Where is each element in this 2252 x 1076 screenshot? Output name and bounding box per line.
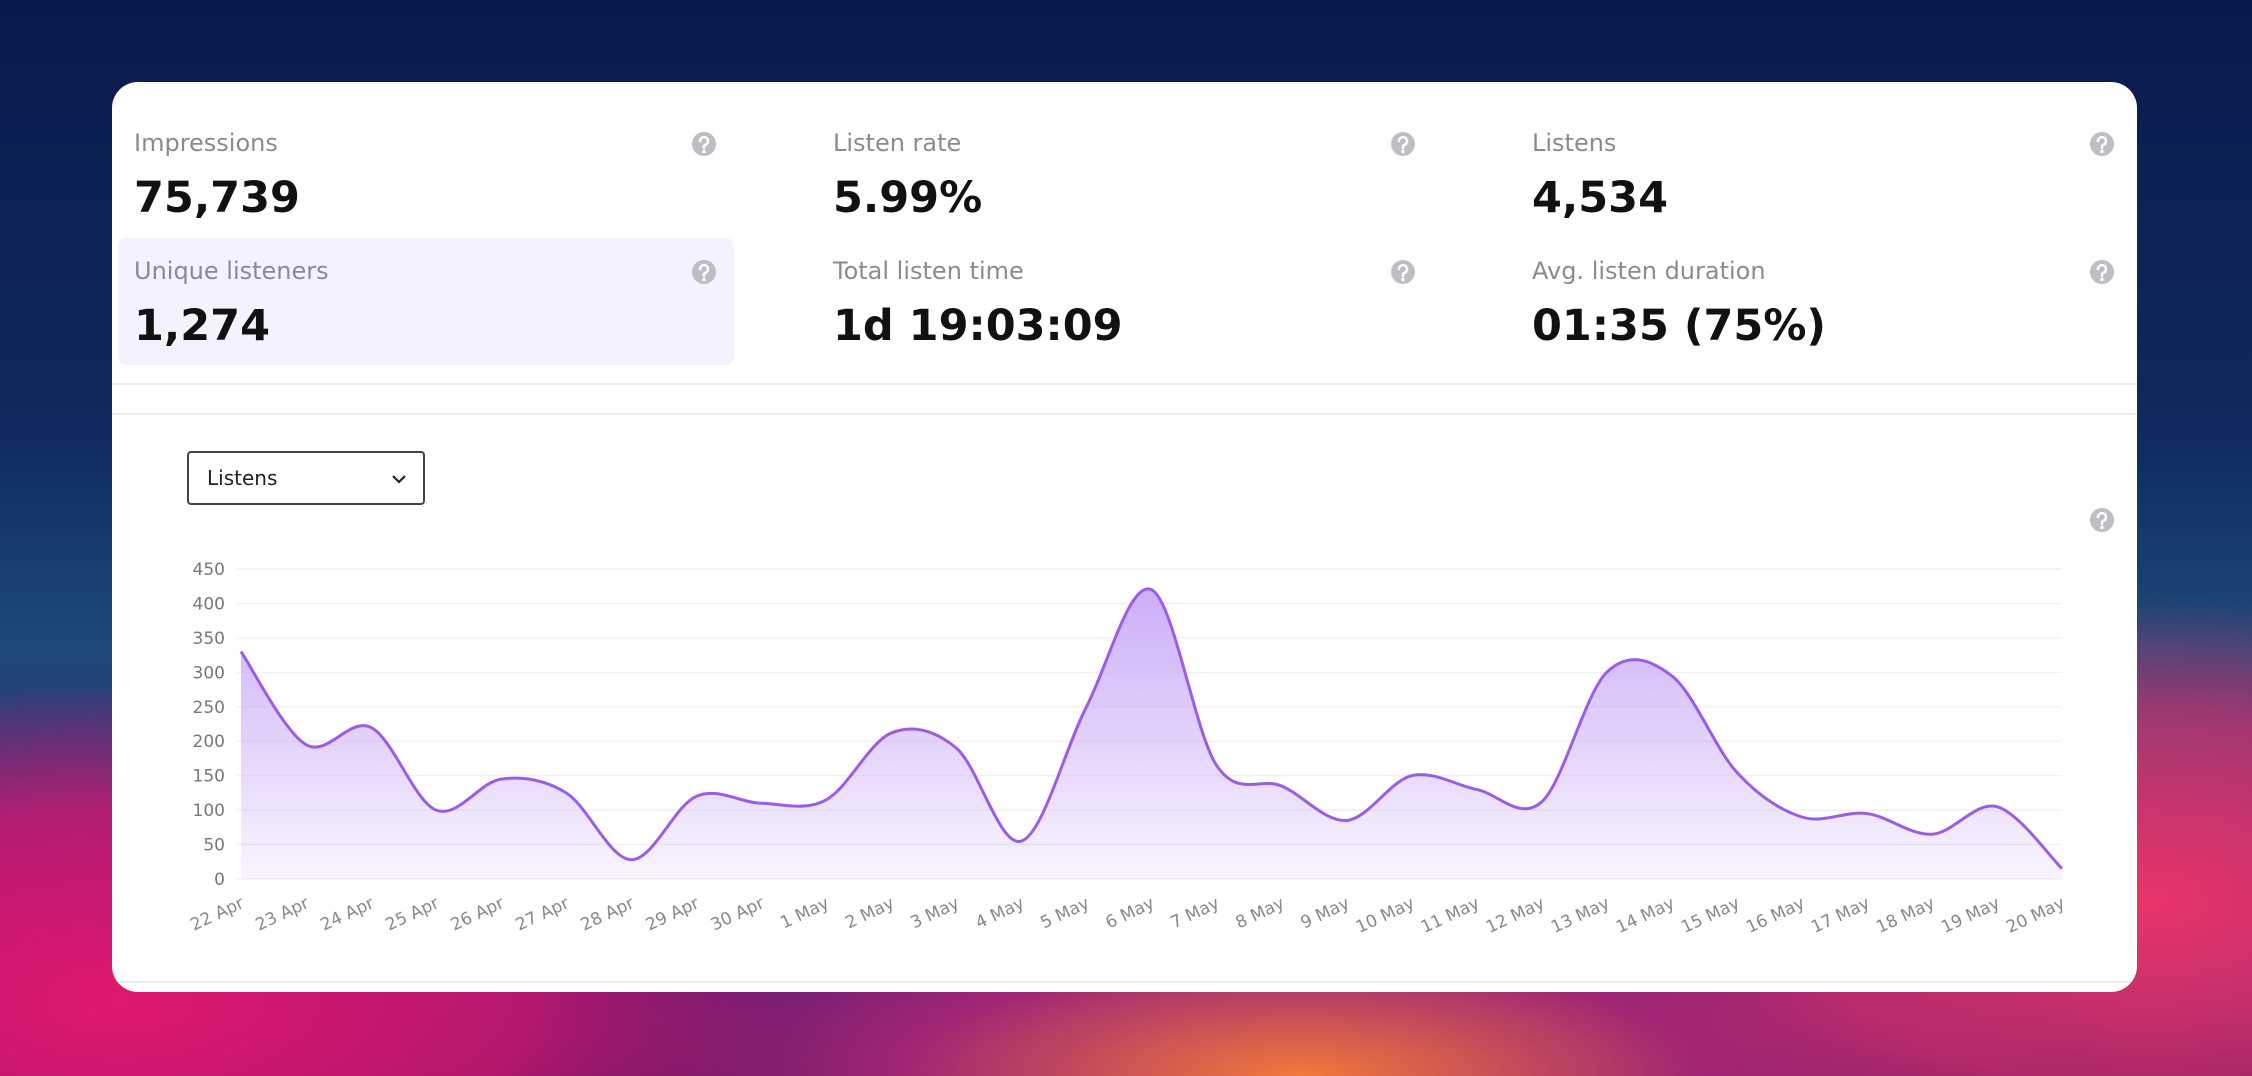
y-tick-label: 400 — [193, 594, 225, 614]
x-tick-label: 19 May — [1938, 893, 2003, 937]
metric-label: Total listen time — [833, 257, 1024, 285]
y-tick-label: 0 — [214, 870, 225, 890]
help-icon — [690, 258, 718, 286]
x-tick-label: 8 May — [1233, 893, 1288, 933]
metric-value: 1d 19:03:09 — [833, 301, 1123, 351]
help-icon — [2088, 258, 2116, 286]
x-tick-label: 11 May — [1418, 893, 1483, 937]
x-tick-label: 25 Apr — [383, 893, 443, 935]
x-tick-label: 16 May — [1743, 893, 1808, 937]
x-tick-label: 9 May — [1298, 893, 1353, 933]
divider — [112, 383, 2137, 385]
x-tick-label: 23 Apr — [253, 893, 313, 935]
x-tick-label: 20 May — [2003, 893, 2068, 937]
metric-dropdown[interactable]: Listens — [187, 451, 425, 505]
x-tick-label: 6 May — [1103, 893, 1158, 933]
divider — [112, 413, 2137, 415]
help-icon — [690, 130, 718, 158]
y-tick-label: 150 — [193, 767, 225, 787]
metric-value: 01:35 (75%) — [1532, 301, 1827, 351]
x-tick-label: 29 Apr — [643, 893, 703, 935]
metric-label: Listen rate — [833, 129, 962, 157]
x-tick-label: 13 May — [1548, 893, 1613, 937]
x-tick-label: 2 May — [842, 893, 897, 933]
area — [241, 588, 2062, 879]
x-tick-label: 28 Apr — [578, 893, 638, 935]
x-tick-label: 7 May — [1168, 893, 1223, 933]
x-tick-label: 17 May — [1808, 893, 1873, 937]
line — [239, 587, 2064, 870]
analytics-card: Listens 0 50 100 150 200 250 300 350 400 450 22 Ap… — [112, 82, 2137, 992]
metric-label: Listens — [1532, 129, 1617, 157]
y-tick-label: 250 — [193, 698, 225, 718]
y-tick-label: 200 — [193, 732, 225, 752]
x-tick-label: 12 May — [1483, 893, 1548, 937]
x-tick-label: 15 May — [1678, 893, 1743, 937]
help-icon — [1389, 130, 1417, 158]
y-tick-label: 100 — [193, 801, 225, 821]
metric-label: Avg. listen duration — [1532, 257, 1766, 285]
metric-label: Unique listeners — [134, 257, 329, 285]
x-tick-label: 26 Apr — [448, 893, 508, 935]
metric-label: Impressions — [134, 129, 278, 157]
x-tick-label: 10 May — [1353, 893, 1418, 937]
help-icon — [2088, 506, 2116, 534]
dropdown-label: Listens — [207, 466, 278, 490]
x-tick-label: 22 Apr — [187, 893, 247, 935]
chevron — [392, 475, 406, 484]
x-tick-label: 18 May — [1873, 893, 1938, 937]
x-tick-label: 30 Apr — [708, 893, 768, 935]
x-tick-label: 24 Apr — [318, 893, 378, 935]
help-icon — [1389, 258, 1417, 286]
y-tick-label: 300 — [193, 663, 225, 683]
x-tick-label: 5 May — [1038, 893, 1093, 933]
metric-value: 75,739 — [134, 173, 300, 223]
y-tick-label: 350 — [193, 629, 225, 649]
metric-value: 5.99% — [833, 173, 983, 223]
x-tick-label: 27 Apr — [513, 893, 573, 935]
x-tick-label: 14 May — [1613, 893, 1678, 937]
selected-metric[interactable] — [118, 238, 734, 365]
help-icon — [2088, 130, 2116, 158]
x-tick-label: 3 May — [907, 893, 962, 933]
y-tick-label: 50 — [203, 836, 225, 856]
y-tick-label: 450 — [193, 560, 225, 580]
x-tick-label: 4 May — [973, 893, 1028, 933]
metric-value: 4,534 — [1532, 173, 1669, 223]
x-tick-label: 1 May — [777, 893, 832, 933]
metric-value: 1,274 — [134, 301, 271, 351]
